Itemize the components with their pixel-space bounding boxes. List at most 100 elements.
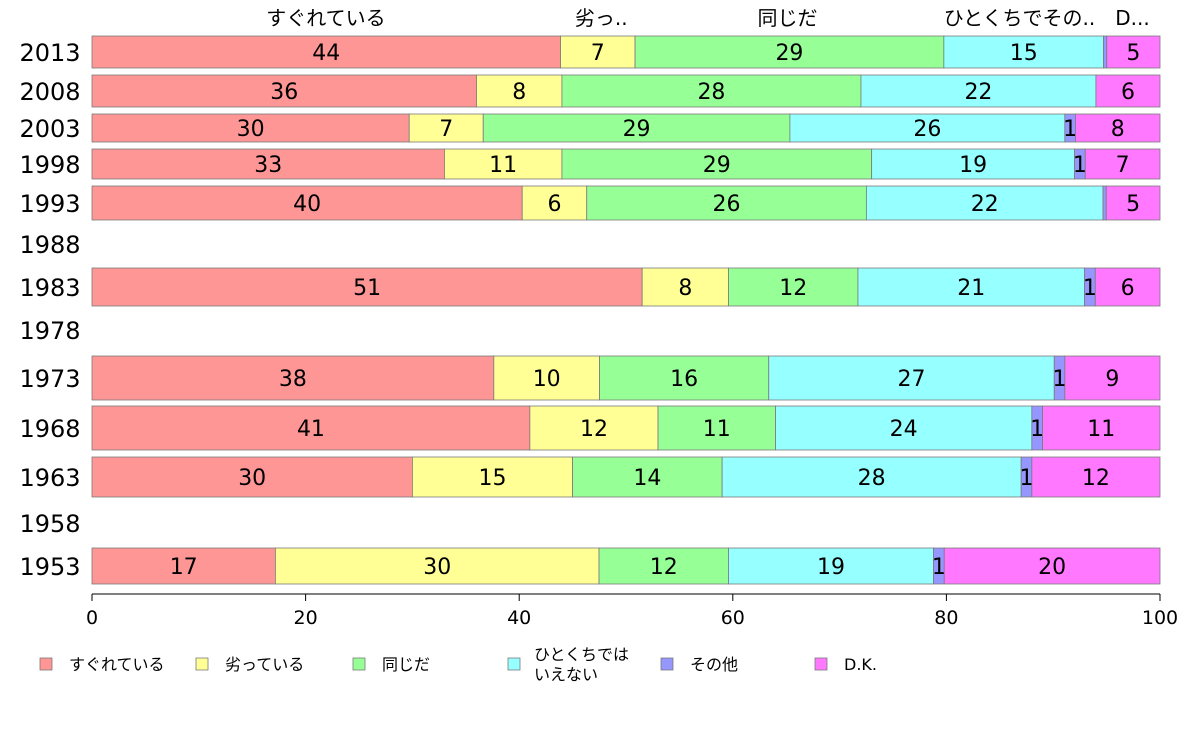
bar-2013-series-1 [560, 35, 636, 69]
bar-2003-series-5 [1075, 113, 1161, 143]
bar-1998-series-2 [561, 148, 873, 180]
year-label-1983: 1983 [19, 274, 80, 302]
bar-2003-series-3 [789, 113, 1066, 143]
bar-1983-series-5 [1094, 267, 1161, 307]
year-label-1988: 1988 [19, 231, 80, 259]
top-label-2: 同じだ [758, 6, 818, 30]
bar-1953-series-3 [728, 547, 934, 585]
legend-swatch-1 [195, 657, 209, 671]
data-label-2003-series-1: 7 [439, 117, 453, 142]
data-label-2013-series-2: 29 [775, 41, 803, 66]
bar-1963-series-1 [411, 456, 573, 498]
year-label-2013: 2013 [19, 39, 80, 67]
data-label-1998-series-3: 19 [959, 153, 987, 178]
data-label-1998-series-0: 33 [254, 153, 282, 178]
data-label-1963-series-0: 30 [238, 466, 266, 491]
data-label-2008-series-5: 6 [1121, 80, 1135, 105]
data-label-2008-series-3: 22 [964, 80, 992, 105]
bar-2008-series-1 [476, 74, 563, 108]
bar-1998-series-5 [1084, 148, 1161, 180]
data-label-1953-series-1: 30 [423, 555, 451, 580]
bar-2013-series-5 [1106, 35, 1161, 69]
bar-1983-series-2 [728, 267, 859, 307]
data-label-2013-series-5: 5 [1126, 41, 1140, 66]
year-label-2003: 2003 [19, 115, 80, 143]
x-axis: 0 20 40 60 80 100 [86, 593, 1178, 629]
x-tick-label-0: 0 [86, 607, 98, 629]
bar-2008-series-5 [1095, 74, 1161, 108]
data-label-2003-series-4: 1 [1063, 117, 1077, 142]
bar-1993-series-5 [1105, 185, 1161, 221]
data-label-1983-series-3: 21 [957, 276, 985, 301]
legend-label-0: すぐれている [69, 655, 165, 674]
bar-2008-series-0 [91, 74, 477, 108]
data-label-1983-series-1: 8 [678, 276, 692, 301]
year-label-1953: 1953 [19, 553, 80, 581]
data-label-1963-series-4: 1 [1020, 466, 1034, 491]
bar-1993-series-4 [1102, 185, 1107, 221]
data-label-1953-series-5: 20 [1038, 555, 1066, 580]
year-label-1993: 1993 [19, 190, 80, 218]
data-label-1993-series-1: 6 [547, 192, 561, 217]
bars: 44 7 29 15 536 8 28 22 630 7 29 26 1 833 11 29 19 1 740 6 26… [91, 35, 1161, 585]
year-label-1973: 1973 [19, 365, 80, 393]
data-label-1953-series-2: 12 [650, 555, 678, 580]
legend-swatch-4 [660, 657, 674, 671]
bar-2013-series-2 [634, 35, 945, 69]
legend-label-4: その他 [690, 655, 738, 674]
data-label-2008-series-0: 36 [270, 80, 298, 105]
data-label-1993-series-2: 26 [713, 192, 741, 217]
year-label-1978: 1978 [19, 317, 80, 345]
data-label-1953-series-3: 19 [817, 555, 845, 580]
data-label-1973-series-0: 38 [279, 367, 307, 392]
bar-1968-series-5 [1042, 405, 1161, 451]
data-label-1983-series-4: 1 [1083, 276, 1097, 301]
data-label-1998-series-1: 11 [489, 153, 517, 178]
bar-1993-series-2 [586, 185, 867, 221]
data-label-1968-series-0: 41 [297, 417, 325, 442]
data-label-1973-series-5: 9 [1105, 367, 1119, 392]
bar-1983-series-0 [91, 267, 643, 307]
data-label-1963-series-2: 14 [633, 466, 661, 491]
data-label-1973-series-1: 10 [533, 367, 561, 392]
year-label-1963: 1963 [19, 464, 80, 492]
data-label-2003-series-2: 29 [623, 117, 651, 142]
data-label-1983-series-5: 6 [1121, 276, 1135, 301]
bar-1963-series-3 [721, 456, 1022, 498]
bar-1968-series-0 [91, 405, 531, 451]
data-label-1963-series-1: 15 [479, 466, 507, 491]
data-label-1973-series-3: 27 [898, 367, 926, 392]
bar-1963-series-5 [1031, 456, 1161, 498]
data-label-1963-series-5: 12 [1082, 466, 1110, 491]
bar-1953-series-0 [91, 547, 276, 585]
data-label-1998-series-4: 1 [1073, 153, 1087, 178]
bar-1968-series-3 [775, 405, 1033, 451]
legend-swatch-0 [39, 657, 53, 671]
data-label-2013-series-1: 7 [591, 41, 605, 66]
data-label-1993-series-5: 5 [1126, 192, 1140, 217]
data-label-1953-series-0: 17 [170, 555, 198, 580]
bar-2013-series-0 [91, 35, 561, 69]
bar-1973-series-0 [91, 355, 495, 401]
bar-1953-series-1 [274, 547, 600, 585]
bar-1973-series-2 [599, 355, 770, 401]
bar-2013-series-3 [943, 35, 1104, 69]
legend: すぐれている 劣っている 同じだ ひとくちではいえない その他 D.K. [39, 645, 877, 684]
x-tick-label-80: 80 [934, 607, 958, 629]
bar-1968-series-1 [529, 405, 659, 451]
data-label-2008-series-2: 28 [697, 80, 725, 105]
x-tick-label-40: 40 [507, 607, 531, 629]
data-label-2008-series-1: 8 [512, 80, 526, 105]
bar-1963-series-2 [572, 456, 723, 498]
bar-1998-series-3 [871, 148, 1075, 180]
data-label-1973-series-2: 16 [670, 367, 698, 392]
data-label-2003-series-5: 8 [1111, 117, 1125, 142]
data-label-2003-series-3: 26 [913, 117, 941, 142]
data-label-1993-series-3: 22 [971, 192, 999, 217]
bar-2013-series-4 [1103, 35, 1108, 69]
legend-label-5: D.K. [844, 655, 877, 674]
year-label-2008: 2008 [19, 78, 80, 106]
legend-swatch-3 [507, 657, 521, 671]
data-label-1983-series-2: 12 [779, 276, 807, 301]
